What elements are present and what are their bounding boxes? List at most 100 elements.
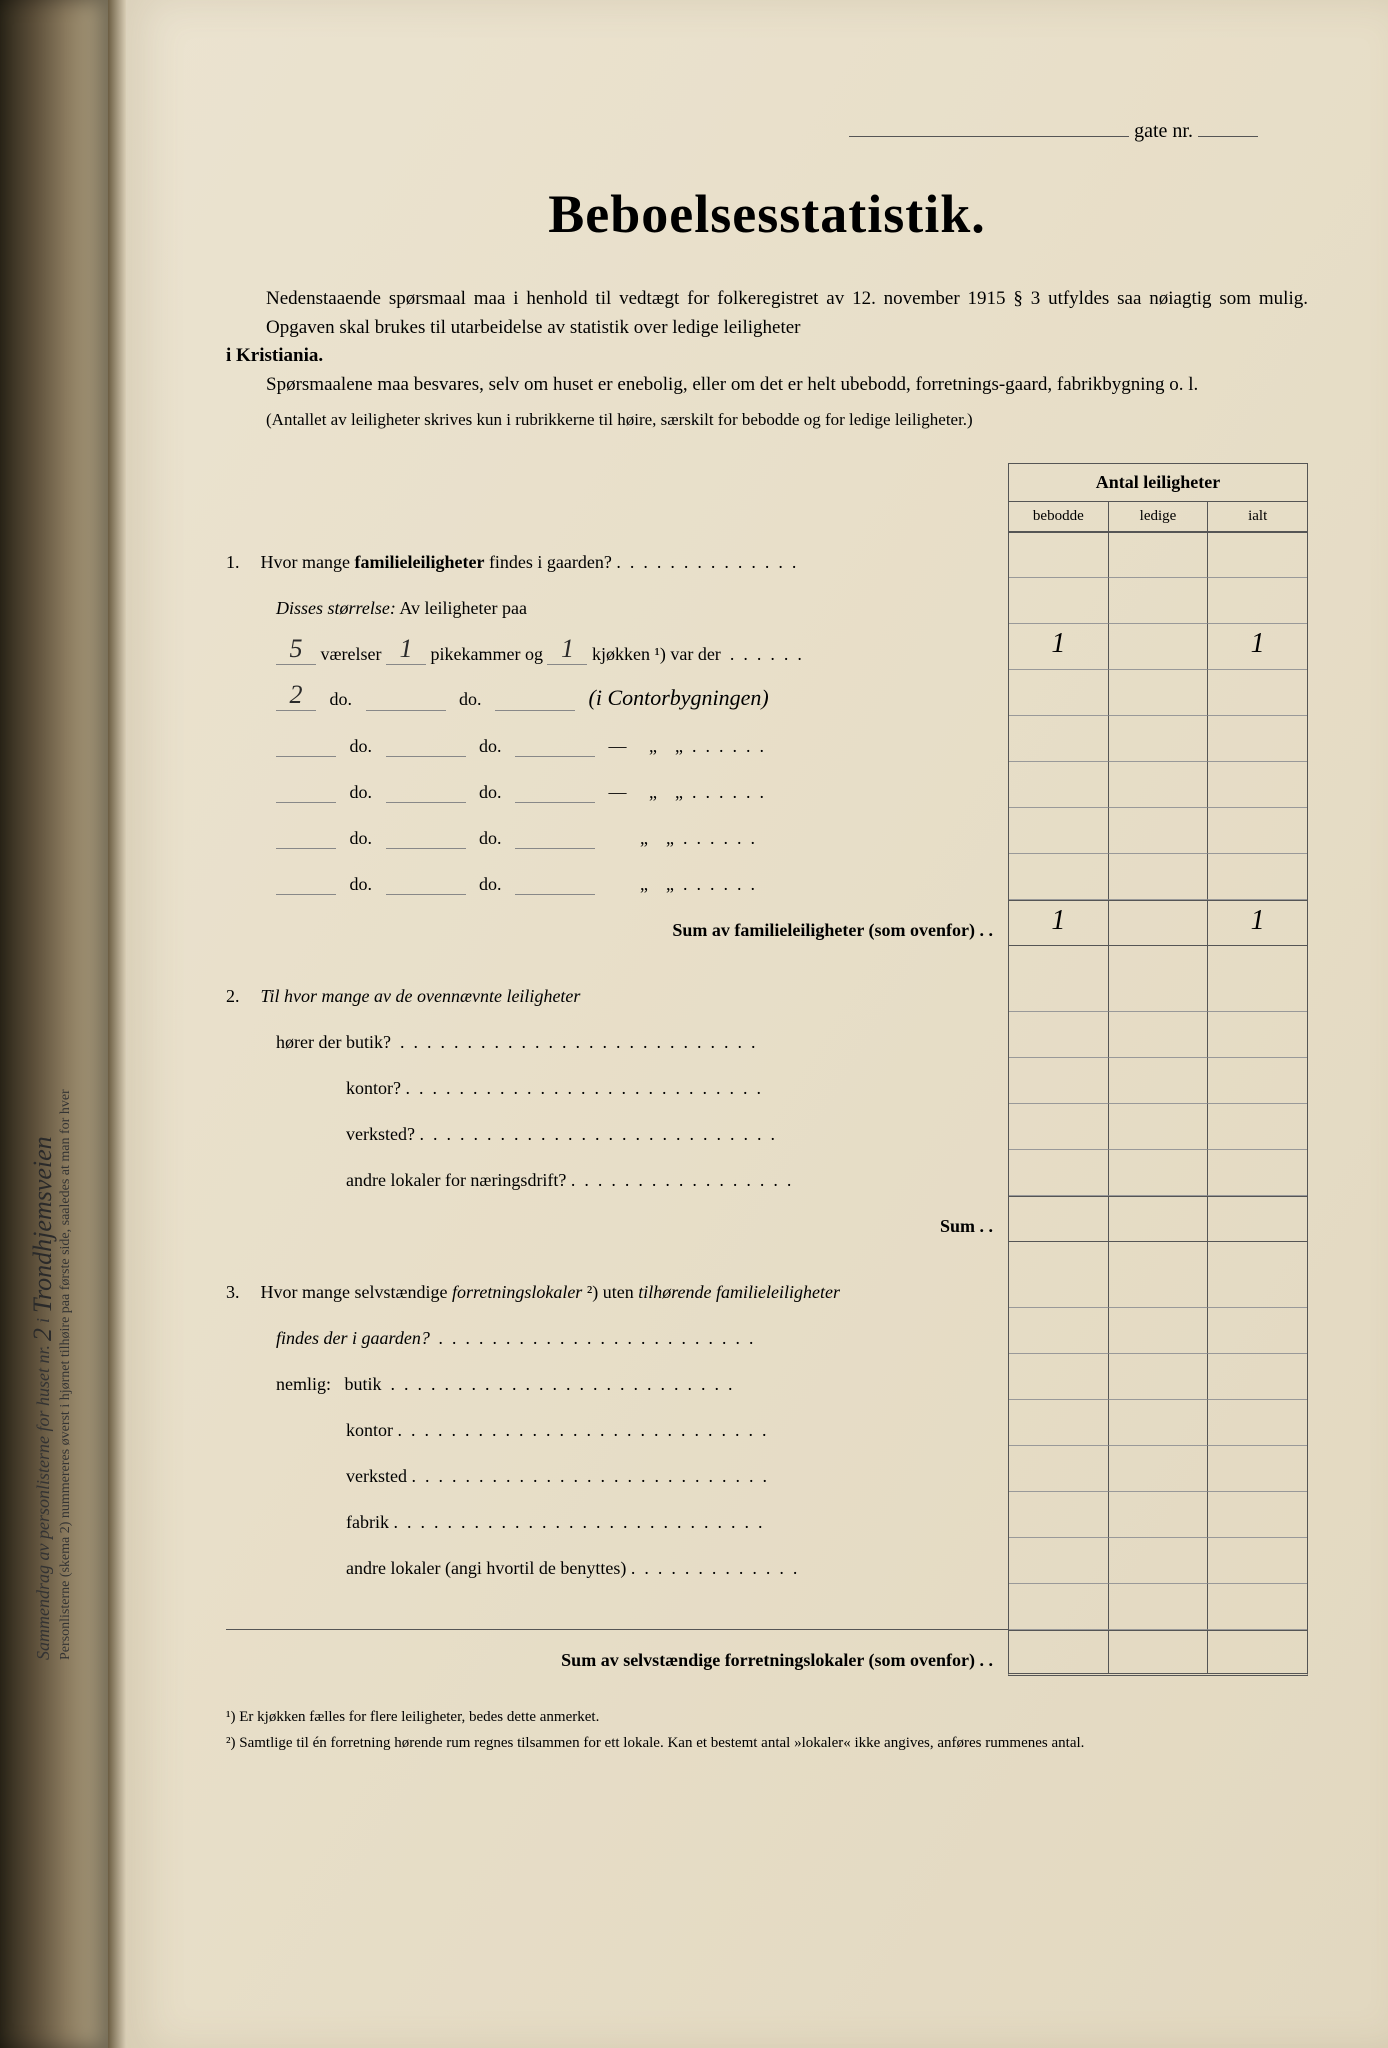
sum-ledige (1109, 901, 1209, 945)
cell (1208, 946, 1307, 966)
cell (1009, 762, 1109, 808)
cell (1109, 1492, 1209, 1538)
cell (1009, 716, 1109, 762)
q: „ (675, 782, 683, 802)
cell (1009, 578, 1109, 624)
q1-row2-cells (1008, 670, 1308, 716)
row2-note: (i Contorbygningen) (589, 685, 769, 710)
q1-row1-cells: 1 1 (1008, 624, 1308, 670)
q3-cells (1008, 1262, 1308, 1308)
cell (1009, 1058, 1109, 1104)
do: do. (350, 874, 373, 894)
cell (1109, 670, 1209, 716)
cell (1009, 1262, 1109, 1308)
blank (276, 894, 336, 895)
document-page: Sammendrag av personlisterne for huset n… (126, 0, 1388, 2048)
do-text: do. do. „ „ . . . . . . (226, 820, 1008, 854)
q3-item-3: fabrik (346, 1512, 389, 1532)
q2-item-text: andre lokaler for næringsdrift? . . . . … (226, 1162, 1008, 1196)
do: do. (350, 828, 373, 848)
col-ledige: ledige (1109, 502, 1209, 531)
q2-item-0: kontor? (346, 1078, 401, 1098)
q1-sum-cells: 1 1 (1008, 900, 1308, 946)
cell (1208, 1308, 1307, 1354)
cell (1109, 1538, 1209, 1584)
cell (1208, 670, 1307, 716)
side-margin-panel: Sammendrag av personlisterne for huset n… (0, 60, 120, 1960)
gap-cells (1008, 946, 1308, 966)
cell (1109, 1354, 1209, 1400)
intro-p1: Nedenstaaende spørsmaal maa i henhold ti… (266, 285, 1308, 342)
q3-item-text: verksted . . . . . . . . . . . . . . . .… (226, 1458, 1008, 1492)
blank (386, 848, 466, 849)
cell (1109, 1197, 1209, 1241)
blank (515, 894, 595, 895)
cell (1208, 1584, 1307, 1630)
q1-sub-cells (1008, 578, 1308, 624)
q3-item-2: verksted (346, 1466, 407, 1486)
blank (386, 894, 466, 895)
q3-num: 3. (226, 1282, 256, 1303)
cell-ledige (1109, 624, 1209, 670)
cell (1109, 946, 1209, 966)
q: „ (666, 828, 674, 848)
cell (1009, 1308, 1109, 1354)
q2-item: verksted? . . . . . . . . . . . . . . . … (226, 1104, 1308, 1150)
cells (1008, 1104, 1308, 1150)
cell (1009, 1242, 1109, 1262)
q3-item-text: fabrik . . . . . . . . . . . . . . . . .… (226, 1504, 1008, 1538)
do: do. (479, 874, 502, 894)
kjokken-val: 1 (547, 634, 587, 665)
cell (1208, 578, 1307, 624)
cell (1208, 1354, 1307, 1400)
intro-p2: Spørsmaalene maa besvares, selv om huset… (266, 371, 1308, 400)
cell (1208, 1197, 1307, 1241)
cell (1208, 762, 1307, 808)
intro-note-text: (Antallet av leiligheter skrives kun i r… (266, 410, 973, 429)
cells (1008, 1538, 1308, 1584)
cell-ialt: 1 (1208, 624, 1307, 670)
blank (276, 802, 336, 803)
q2-text-b: hører der butik? . . . . . . . . . . . .… (226, 1024, 1008, 1058)
blank (386, 802, 466, 803)
gate-label: gate nr. (1134, 120, 1193, 142)
do-text: do. do. „ „ . . . . . . (226, 866, 1008, 900)
label-p: pikekammer og (430, 644, 542, 664)
label-k: kjøkken ¹) var der (592, 644, 721, 664)
cell (1009, 854, 1109, 900)
intro-p1b-wrap: i Kristiania. (226, 342, 1308, 371)
cell (1009, 1584, 1109, 1630)
intro-note: (Antallet av leiligheter skrives kun i r… (266, 407, 1308, 433)
q3-text-a: Hvor mange selvstændige forretningslokal… (261, 1282, 841, 1302)
cells (1008, 1354, 1308, 1400)
q1-text: 1. Hvor mange familieleiligheter findes … (226, 544, 1008, 578)
main-table: Antal leiligheter bebodde ledige ialt 1.… (226, 463, 1308, 1676)
cell (1009, 1400, 1109, 1446)
cell (1109, 762, 1209, 808)
gap (226, 1242, 1308, 1262)
do-cells (1008, 762, 1308, 808)
q1-cells (1008, 532, 1308, 578)
blank (276, 756, 336, 757)
q2-text: 2. Til hvor mange av de ovennævnte leili… (226, 978, 1008, 1012)
do: do. (479, 782, 502, 802)
nemlig: nemlig: (276, 1374, 331, 1394)
cell (1109, 1012, 1209, 1058)
vaerelser-val: 5 (276, 634, 316, 665)
q3-row-b: findes der i gaarden? . . . . . . . . . … (226, 1308, 1308, 1354)
cells (1008, 1150, 1308, 1196)
side-line2: Personlisterne (skema 2) nummereres øver… (58, 1089, 73, 1660)
side-line1: Sammendrag av personlisterne for huset n… (33, 1345, 53, 1660)
do-cells (1008, 716, 1308, 762)
q3-item-1: kontor (346, 1420, 393, 1440)
pikekammer-val: 1 (386, 634, 426, 665)
cell (1208, 1538, 1307, 1584)
blank (515, 802, 595, 803)
cell (1009, 1538, 1109, 1584)
do-cells (1008, 854, 1308, 900)
q1-sub-text: Disses størrelse: Av leiligheter paa (226, 590, 1008, 624)
cell (1109, 1400, 1209, 1446)
q2-item-1: verksted? (346, 1124, 415, 1144)
q: „ (649, 736, 657, 756)
cell (1109, 1150, 1209, 1196)
